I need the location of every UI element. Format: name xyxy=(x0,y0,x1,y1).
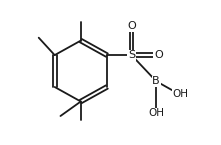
Text: B: B xyxy=(152,76,160,86)
Text: OH: OH xyxy=(148,108,164,118)
Text: OH: OH xyxy=(173,89,189,99)
Text: S: S xyxy=(128,50,135,60)
Text: O: O xyxy=(154,50,163,60)
Text: O: O xyxy=(127,21,136,31)
